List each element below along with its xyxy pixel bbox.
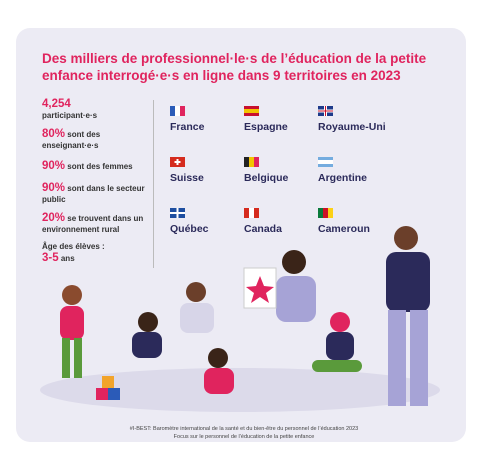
flag-part bbox=[175, 106, 180, 116]
footer-line: #I-BEST: Baromètre international de la s… bbox=[129, 426, 359, 432]
flag-part bbox=[244, 157, 249, 167]
stat-label: sont des femmes bbox=[67, 162, 133, 171]
flag-part bbox=[254, 157, 259, 167]
flag-part bbox=[249, 157, 254, 167]
flag-part bbox=[244, 113, 259, 116]
stat-value: 4,254 bbox=[42, 98, 71, 110]
country-name: Suisse bbox=[170, 172, 204, 184]
stat: 80% sont des enseignant·e·s bbox=[42, 128, 152, 151]
flag-part bbox=[318, 164, 333, 167]
stat: 20% se trouvent dans un environnement ru… bbox=[42, 212, 152, 235]
flag-part bbox=[318, 160, 333, 164]
age-unit: ans bbox=[60, 254, 75, 263]
flag-part bbox=[170, 106, 175, 116]
country-name: Belgique bbox=[244, 172, 289, 184]
flag-part bbox=[244, 106, 259, 109]
country-name: Argentine bbox=[318, 172, 368, 184]
title: Des milliers de professionnel·le·s de l’… bbox=[42, 51, 427, 83]
flag-part bbox=[323, 208, 328, 218]
flag-part bbox=[180, 106, 185, 116]
divider bbox=[153, 100, 154, 268]
flag-part bbox=[170, 212, 185, 214]
flag-part bbox=[318, 110, 333, 112]
country-name: France bbox=[170, 121, 205, 133]
country-name: Canada bbox=[244, 223, 282, 235]
stat: 90% sont des femmes bbox=[42, 160, 152, 173]
flag-part bbox=[318, 157, 333, 160]
flag-part bbox=[328, 208, 333, 218]
stat: Âge des élèves :3-5 ans bbox=[42, 242, 152, 265]
stat-label: se trouvent dans un environnement rural bbox=[42, 214, 144, 234]
flag-part bbox=[244, 208, 249, 218]
stat: 90% sont dans le secteur public bbox=[42, 182, 152, 205]
flag-part bbox=[244, 109, 259, 113]
stat-label: participant·e·s bbox=[42, 111, 98, 120]
footer-line: Focus sur le personnel de l’éducation de… bbox=[173, 434, 315, 440]
age-label: Âge des élèves : bbox=[42, 242, 105, 251]
flag-part bbox=[318, 208, 323, 218]
country-name: Québec bbox=[170, 223, 209, 235]
country-name: Espagne bbox=[244, 121, 288, 133]
country-name: Royaume-Uni bbox=[318, 121, 386, 133]
stat-label: sont dans le secteur public bbox=[42, 184, 145, 204]
age-value: 3-5 bbox=[42, 252, 59, 264]
stat-value: 90% bbox=[42, 182, 66, 194]
country-name: Cameroun bbox=[318, 223, 370, 235]
stat-label: sont des enseignant·e·s bbox=[42, 130, 101, 150]
flag-part bbox=[174, 161, 181, 163]
stat-value: 80% bbox=[42, 128, 66, 140]
stat-value: 20% bbox=[42, 212, 66, 224]
flag-part bbox=[254, 208, 259, 218]
flag-part bbox=[249, 208, 254, 218]
stat: 4,254 participant·e·s bbox=[42, 98, 152, 121]
stat-value: 90% bbox=[42, 160, 66, 172]
